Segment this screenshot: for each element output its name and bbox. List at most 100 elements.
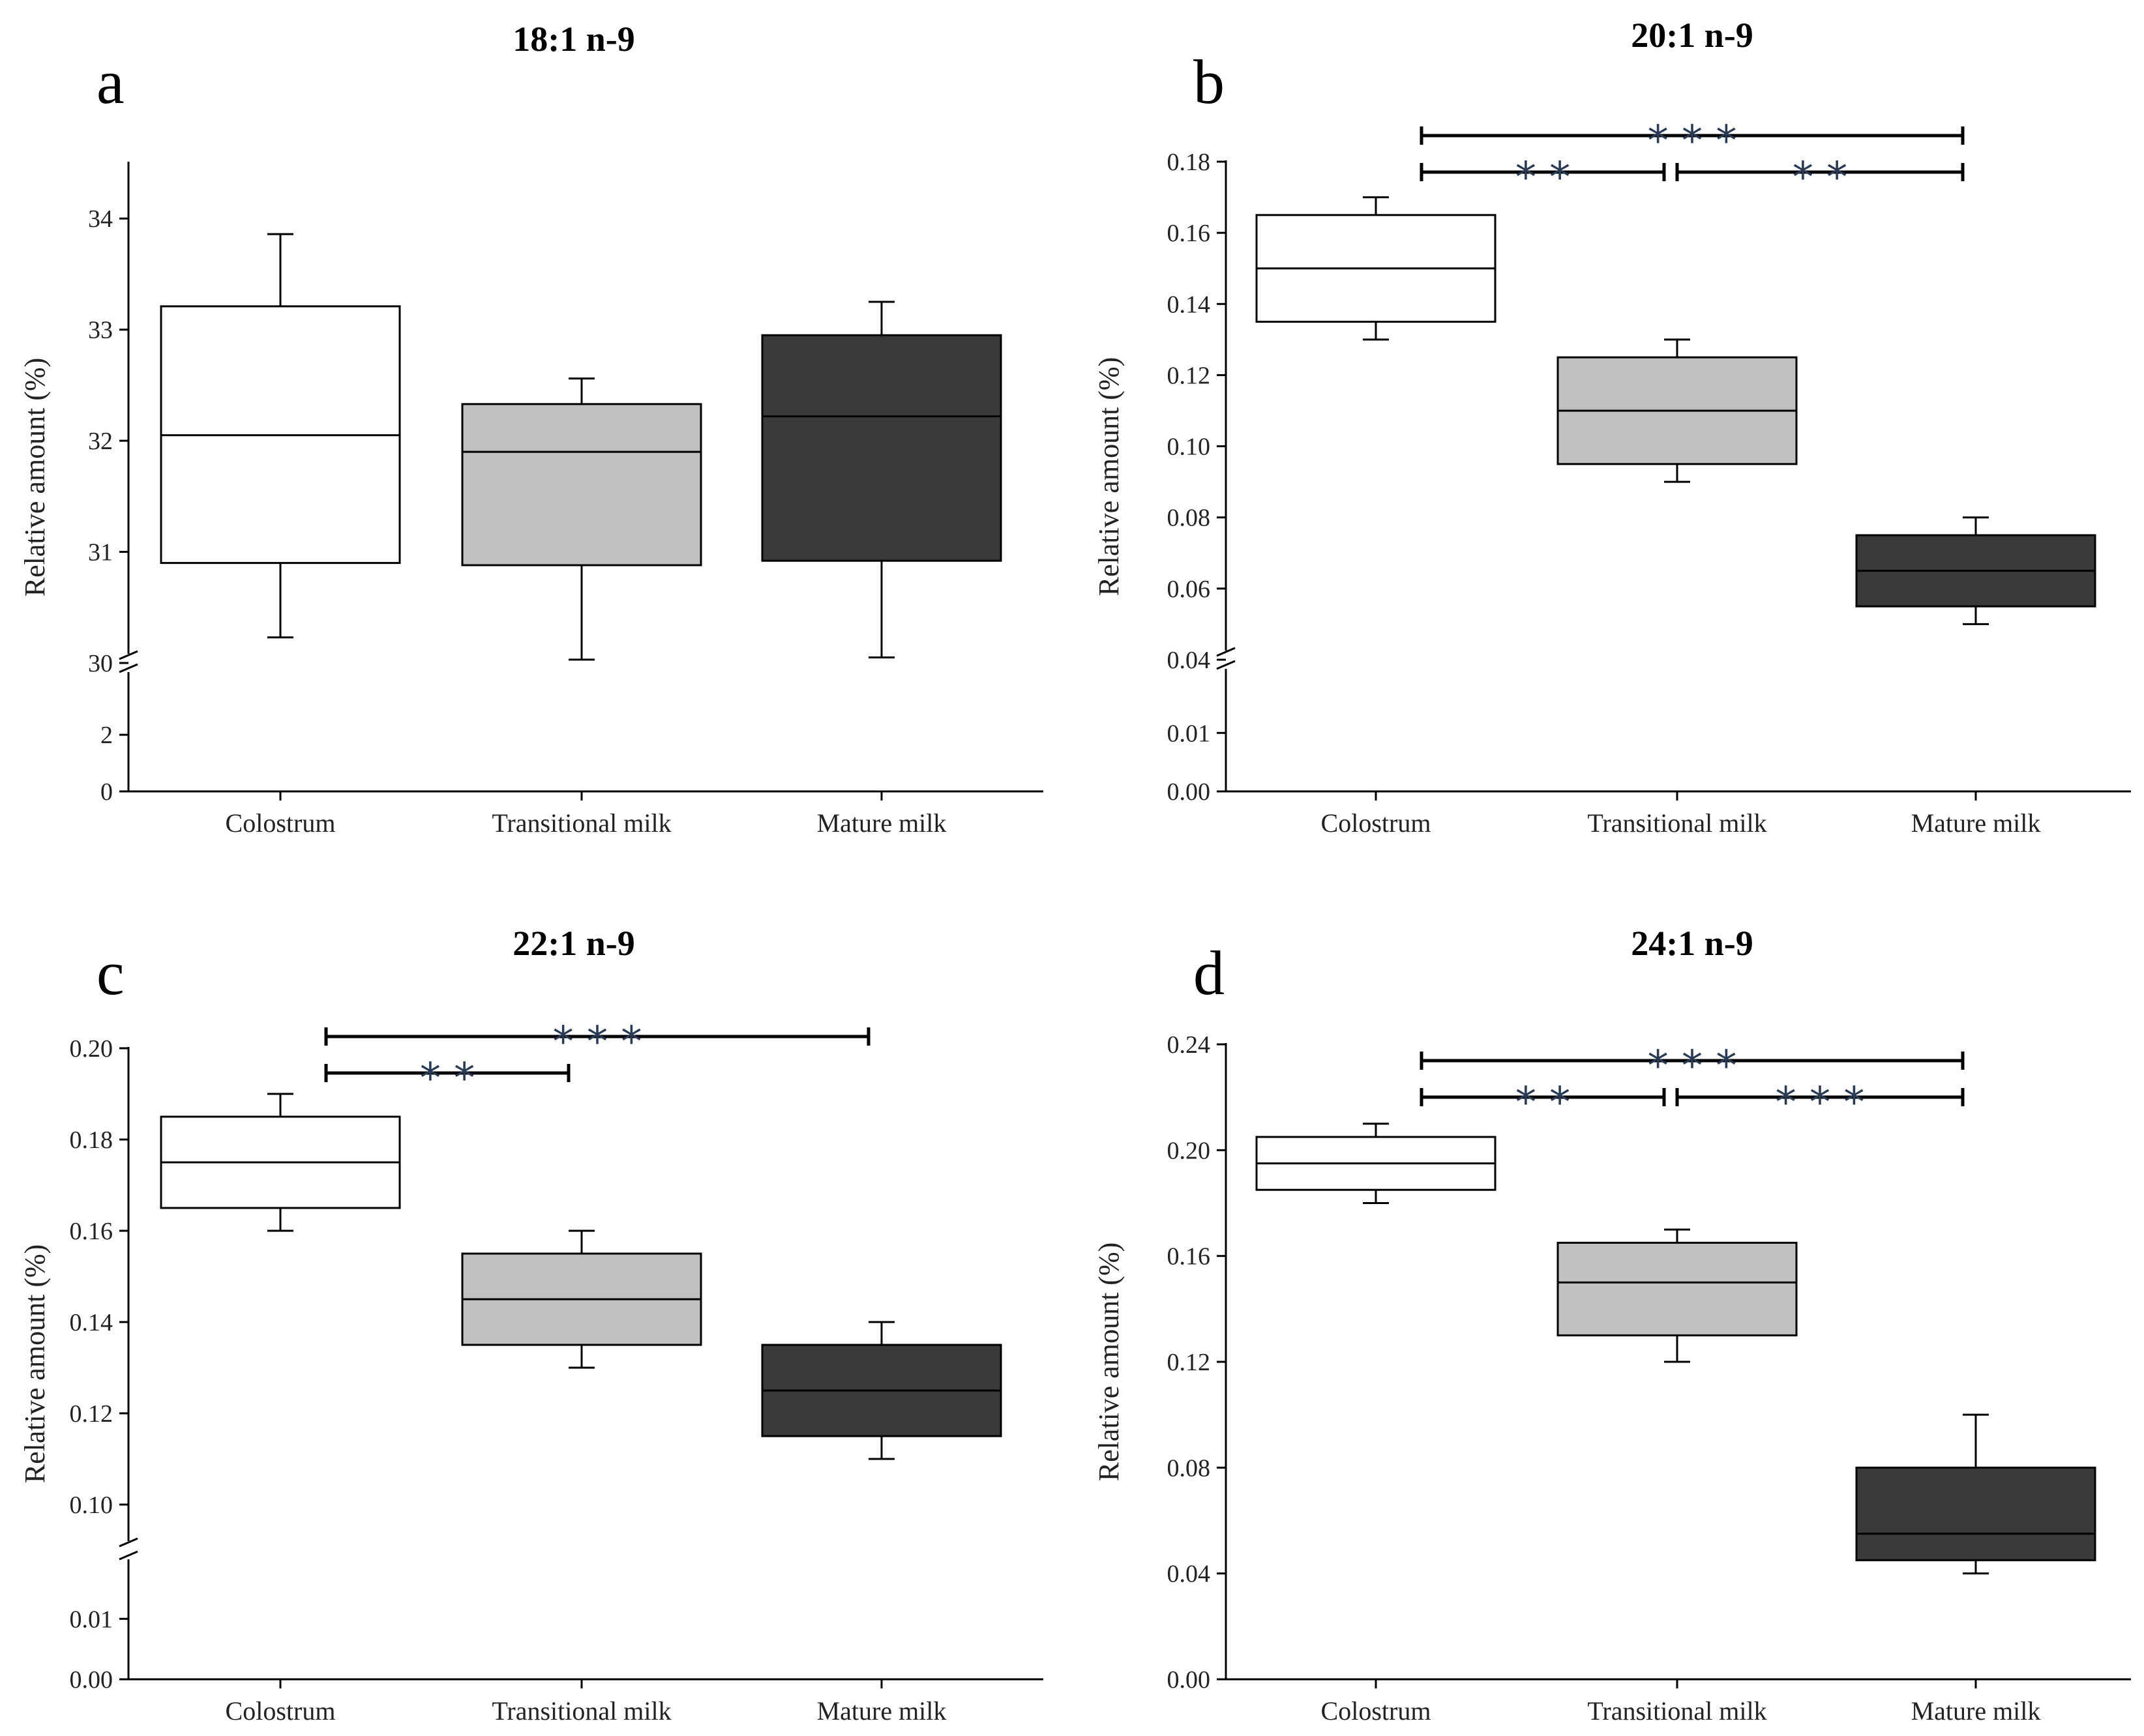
box-1 <box>1255 196 1496 341</box>
significance-stars: * * * <box>1648 117 1737 166</box>
y-tick-label: 0.16 <box>70 1218 113 1245</box>
y-tick-label: 0.20 <box>70 1035 113 1063</box>
y-tick-label: 0.01 <box>70 1606 113 1633</box>
y-tick-label: 32 <box>88 428 113 455</box>
y-tick-label: 0.01 <box>1167 720 1211 747</box>
y-tick-label: 0.00 <box>1167 778 1211 806</box>
box-1 <box>160 233 401 639</box>
y-tick-label: 2 <box>100 722 113 749</box>
y-tick-label: 0.00 <box>70 1666 113 1694</box>
y-tick-label: 0.20 <box>1167 1137 1211 1164</box>
y-axis-label: Relative amount (%) <box>1093 1243 1125 1482</box>
axis-break-mark <box>119 1537 138 1548</box>
chart-panel-b: 20:1 n-9 b Relative amount (%) 0.00 0.01 0.04… <box>1093 16 2131 838</box>
box-iqr <box>761 334 1002 562</box>
panel-letter: b <box>1193 47 1225 117</box>
y-tick-label: 0.10 <box>70 1492 113 1519</box>
y-axis-label: Relative amount (%) <box>19 358 51 597</box>
axis-break-mark <box>1216 647 1236 657</box>
chart-panel-c: 22:1 n-9 c Relative amount (%) 0.00 0.01 0.10… <box>19 924 1043 1726</box>
y-tick-label: 33 <box>88 317 113 344</box>
y-tick-label: 0.08 <box>1167 1454 1211 1482</box>
significance-stars: * * * <box>553 1018 642 1067</box>
x-tick-label: Colostrum <box>226 1696 336 1726</box>
significance-bracket: * * * <box>1675 1079 1965 1127</box>
panel-letter: d <box>1193 938 1225 1008</box>
x-tick-label: Mature milk <box>817 1696 947 1726</box>
significance-stars: * * <box>1793 154 1847 202</box>
box-3 <box>761 1321 1002 1460</box>
x-tick-label: Mature milk <box>1911 1696 2041 1726</box>
y-tick-label: 0 <box>100 778 113 806</box>
chart-panel-a: 18:1 n-9 a Relative amount (%) 0 2 30 31 32 33 34… <box>19 20 1043 838</box>
significance-bracket: * * <box>324 1055 571 1103</box>
y-tick-label: 0.12 <box>70 1400 113 1428</box>
x-tick-label: Transitional milk <box>1587 808 1766 838</box>
significance-bracket: * * <box>1420 154 1666 202</box>
significance-bracket: * * * <box>324 1018 871 1067</box>
y-tick-label: 0.00 <box>1167 1666 1211 1694</box>
chart-title: 24:1 n-9 <box>1631 924 1753 963</box>
box-1 <box>160 1093 401 1232</box>
box-2 <box>1556 338 1798 483</box>
box-2 <box>1556 1228 1798 1363</box>
x-tick-label: Colostrum <box>226 808 336 838</box>
x-tick-label: Transitional milk <box>492 1696 671 1726</box>
axis-break-mark <box>1216 660 1236 670</box>
panel-letter: a <box>97 47 125 117</box>
significance-stars: * * <box>1515 1079 1570 1127</box>
x-tick-label: Transitional milk <box>1587 1696 1766 1726</box>
y-tick-label: 0.04 <box>1167 1561 1211 1588</box>
significance-bracket: * * <box>1675 154 1965 202</box>
x-tick-label: Colostrum <box>1321 1696 1431 1726</box>
x-tick-label: Transitional milk <box>492 808 671 838</box>
significance-stars: * * * <box>1648 1042 1737 1091</box>
x-tick-label: Mature milk <box>1911 808 2041 838</box>
significance-bracket: * * <box>1420 1079 1666 1127</box>
y-axis-label: Relative amount (%) <box>1093 357 1125 596</box>
y-tick-label: 0.14 <box>70 1309 113 1336</box>
box-2 <box>461 377 702 661</box>
chart-title: 18:1 n-9 <box>513 20 635 59</box>
axis-break-mark <box>119 663 138 673</box>
x-tick-label: Mature milk <box>817 808 947 838</box>
box-3 <box>1855 516 2096 625</box>
y-tick-label: 0.18 <box>1167 149 1211 176</box>
box-2 <box>461 1229 702 1369</box>
significance-stars: * * <box>1515 154 1570 202</box>
chart-title: 20:1 n-9 <box>1631 16 1753 55</box>
y-tick-label: 0.14 <box>1167 291 1211 318</box>
y-tick-label: 0.16 <box>1167 1243 1211 1271</box>
x-tick-label: Colostrum <box>1321 808 1431 838</box>
chart-title: 22:1 n-9 <box>513 924 635 963</box>
y-tick-label: 0.24 <box>1167 1031 1211 1059</box>
box-iqr <box>1556 1241 1798 1336</box>
y-tick-label: 0.08 <box>1167 505 1211 532</box>
y-tick-label: 34 <box>88 205 113 233</box>
box-iqr <box>1855 1466 2096 1561</box>
axis-break-mark <box>119 650 138 660</box>
significance-bracket: * * * <box>1420 1042 1965 1091</box>
panel-letter: c <box>97 938 125 1008</box>
y-tick-label: 31 <box>88 539 113 566</box>
y-tick-label: 0.12 <box>1167 1349 1211 1376</box>
y-tick-label: 30 <box>88 650 113 677</box>
box-3 <box>1855 1413 2096 1575</box>
significance-stars: * * * <box>1776 1079 1865 1127</box>
significance-bracket: * * * <box>1420 117 1965 166</box>
chart-panel-d: 24:1 n-9 d Relative amount (%) 0.00 0.04 0.08… <box>1093 924 2131 1726</box>
y-tick-label: 0.10 <box>1167 434 1211 461</box>
box-3 <box>761 301 1002 658</box>
y-tick-label: 0.16 <box>1167 220 1211 247</box>
y-tick-label: 0.06 <box>1167 576 1211 603</box>
y-axis-label: Relative amount (%) <box>19 1244 51 1484</box>
axis-break-mark <box>119 1550 138 1561</box>
y-tick-label: 0.12 <box>1167 362 1211 389</box>
significance-stars: * * <box>420 1055 475 1103</box>
y-tick-label: 0.18 <box>70 1126 113 1154</box>
y-tick-label: 0.04 <box>1167 647 1211 674</box>
box-1 <box>1255 1123 1496 1204</box>
box-iqr <box>461 403 702 566</box>
